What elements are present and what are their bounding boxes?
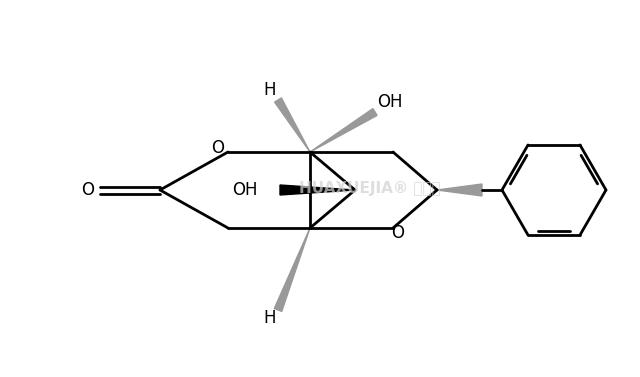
Polygon shape bbox=[437, 184, 482, 196]
Text: HUAXUEJIA® 化学加: HUAXUEJIA® 化学加 bbox=[299, 181, 441, 196]
Text: O: O bbox=[211, 139, 225, 157]
Polygon shape bbox=[275, 98, 310, 152]
Text: H: H bbox=[264, 309, 276, 327]
Text: H: H bbox=[264, 81, 276, 99]
Polygon shape bbox=[275, 228, 310, 311]
Text: OH: OH bbox=[232, 181, 258, 199]
Polygon shape bbox=[280, 185, 355, 195]
Text: O: O bbox=[81, 181, 95, 199]
Text: O: O bbox=[392, 224, 404, 242]
Polygon shape bbox=[310, 109, 377, 152]
Text: OH: OH bbox=[377, 93, 403, 111]
